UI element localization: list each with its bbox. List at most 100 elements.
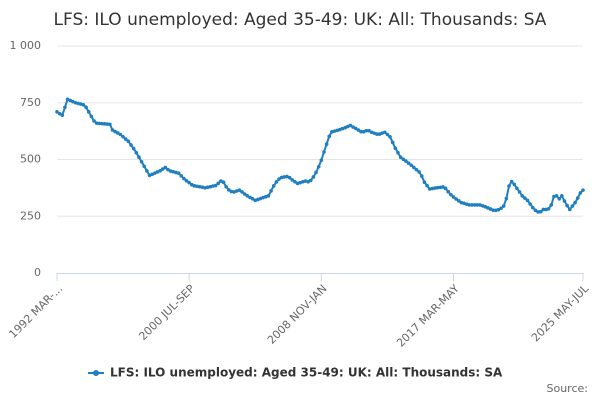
point (322, 150, 326, 154)
point (89, 114, 94, 119)
point (108, 122, 112, 127)
point (528, 202, 532, 206)
source: Source: (547, 382, 589, 395)
point (404, 159, 408, 163)
point (131, 146, 136, 151)
x-tick-label: 2008 NOV-JAN (265, 282, 330, 347)
point (227, 188, 231, 192)
point (224, 184, 228, 189)
point (491, 208, 495, 212)
point (86, 110, 91, 114)
point (525, 198, 530, 203)
point (163, 165, 168, 170)
point (316, 164, 321, 169)
point (401, 157, 406, 162)
point (137, 155, 141, 160)
point (237, 188, 242, 192)
point (110, 128, 115, 132)
point (501, 204, 506, 208)
x-tick-label: 2000 JUL-SEP (136, 282, 197, 343)
point (443, 186, 448, 191)
point (425, 183, 429, 188)
point (409, 163, 413, 167)
point (560, 194, 564, 198)
point (414, 167, 419, 172)
point (472, 203, 477, 207)
point (520, 194, 525, 198)
point (187, 180, 191, 185)
point (356, 128, 361, 132)
point (250, 196, 255, 201)
chart-title: LFS: ILO unemployed: Aged 35-49: UK: All… (54, 10, 547, 30)
point (517, 190, 522, 194)
point (504, 196, 509, 201)
point (523, 196, 527, 200)
point (126, 139, 131, 144)
point (581, 188, 585, 192)
point (470, 203, 474, 207)
point (364, 128, 369, 133)
point (499, 206, 503, 211)
point (105, 122, 110, 126)
point (515, 186, 519, 191)
point (509, 179, 514, 184)
point (419, 174, 424, 178)
point (166, 167, 170, 172)
point (359, 129, 363, 134)
point (248, 195, 252, 200)
legend-label: LFS: ILO unemployed: Aged 35-49: UK: All… (110, 366, 503, 380)
point (271, 184, 276, 188)
point (367, 128, 371, 133)
point (441, 185, 445, 189)
point (327, 134, 332, 139)
point (573, 200, 577, 205)
point (221, 180, 226, 184)
point (123, 137, 128, 141)
point (129, 143, 133, 147)
point (412, 165, 416, 170)
point (507, 184, 511, 188)
point (158, 169, 162, 173)
point (293, 179, 297, 184)
point (406, 161, 411, 165)
point (97, 121, 102, 126)
point (84, 105, 88, 110)
point (319, 158, 324, 162)
point (308, 178, 313, 183)
point (102, 122, 107, 126)
point (216, 181, 221, 186)
y-tick-label: 250 (20, 209, 41, 222)
point (245, 194, 250, 198)
point (554, 194, 559, 198)
point (565, 203, 569, 208)
point (456, 199, 461, 203)
point (536, 210, 540, 214)
point (382, 130, 387, 135)
point (57, 111, 62, 116)
point (570, 204, 575, 208)
point (388, 135, 392, 139)
point (393, 146, 398, 150)
point (541, 207, 546, 212)
legend-marker (93, 370, 99, 376)
point (115, 131, 120, 135)
point (567, 207, 572, 212)
point (287, 175, 292, 180)
point (398, 155, 403, 160)
point (139, 159, 144, 164)
point (113, 129, 117, 134)
point (55, 110, 59, 114)
point (142, 164, 147, 169)
point (269, 189, 273, 193)
point (290, 178, 295, 182)
point (451, 195, 456, 199)
point (182, 176, 186, 181)
point (446, 189, 450, 194)
point (546, 206, 551, 211)
point (179, 174, 184, 178)
point (176, 171, 181, 175)
x-tick-label: 2017 MAR-MAY (394, 282, 462, 350)
y-tick-label: 1 000 (10, 39, 42, 52)
point (213, 183, 218, 188)
